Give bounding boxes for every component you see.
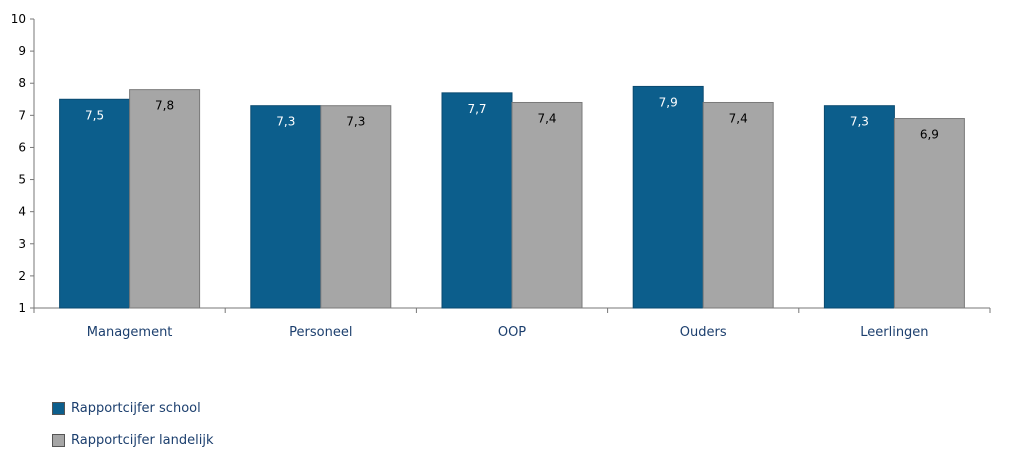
x-category-labels: Management Personeel OOP Ouders Leerlingen [87, 325, 929, 340]
bar [59, 98, 131, 309]
y-tick-label: 2 [18, 269, 26, 283]
category-label: Leerlingen [860, 325, 928, 340]
legend-swatch-school [52, 401, 65, 415]
bar [320, 105, 392, 309]
legend-item-school: Rapportcijfer school [52, 398, 213, 418]
data-label: 7,4 [537, 111, 556, 125]
y-tick-label: 3 [18, 237, 26, 251]
legend-label-school: Rapportcijfer school [71, 400, 201, 416]
bar [511, 101, 583, 309]
y-tick-label: 10 [11, 12, 26, 26]
data-label: 7,5 [85, 108, 104, 122]
bar-chart: 7,5 7,8 7,3 7,3 7,7 7,4 7,9 7,4 7,3 6,9 1 2 3 4 5 6 7 8 9… [11, 12, 991, 340]
data-label: 7,8 [155, 99, 174, 113]
bar [441, 92, 513, 309]
bar [129, 89, 201, 309]
data-label: 7,9 [659, 95, 678, 109]
bar [250, 105, 322, 309]
chart-bars [59, 85, 965, 309]
legend-swatch-landelijk [52, 433, 65, 447]
bar [893, 118, 965, 309]
y-tick-label: 8 [18, 76, 26, 90]
bar [702, 101, 774, 309]
y-tick-label: 7 [18, 108, 26, 122]
bar [823, 105, 895, 309]
data-labels: 7,5 7,8 7,3 7,3 7,7 7,4 7,9 7,4 7,3 6,9 [85, 95, 939, 141]
y-tick-label: 4 [18, 205, 26, 219]
category-label: OOP [498, 325, 526, 340]
legend-label-landelijk: Rapportcijfer landelijk [71, 432, 214, 448]
y-tick-labels: 1 2 3 4 5 6 7 8 9 10 [11, 12, 26, 315]
data-label: 7,7 [467, 102, 486, 116]
legend: Rapportcijfer school Rapportcijfer lande… [52, 398, 213, 462]
data-label: 6,9 [920, 128, 939, 142]
data-label: 7,3 [276, 115, 295, 129]
category-label: Management [87, 325, 173, 340]
category-label: Personeel [289, 325, 352, 340]
legend-item-landelijk: Rapportcijfer landelijk [52, 430, 213, 450]
bar [632, 85, 704, 309]
y-tick-label: 6 [18, 140, 26, 154]
y-tick-label: 9 [18, 44, 26, 58]
category-label: Ouders [680, 325, 727, 340]
y-tick-label: 1 [18, 301, 26, 315]
y-tick-label: 5 [18, 173, 26, 187]
data-label: 7,3 [346, 115, 365, 129]
data-label: 7,4 [729, 111, 748, 125]
data-label: 7,3 [850, 115, 869, 129]
